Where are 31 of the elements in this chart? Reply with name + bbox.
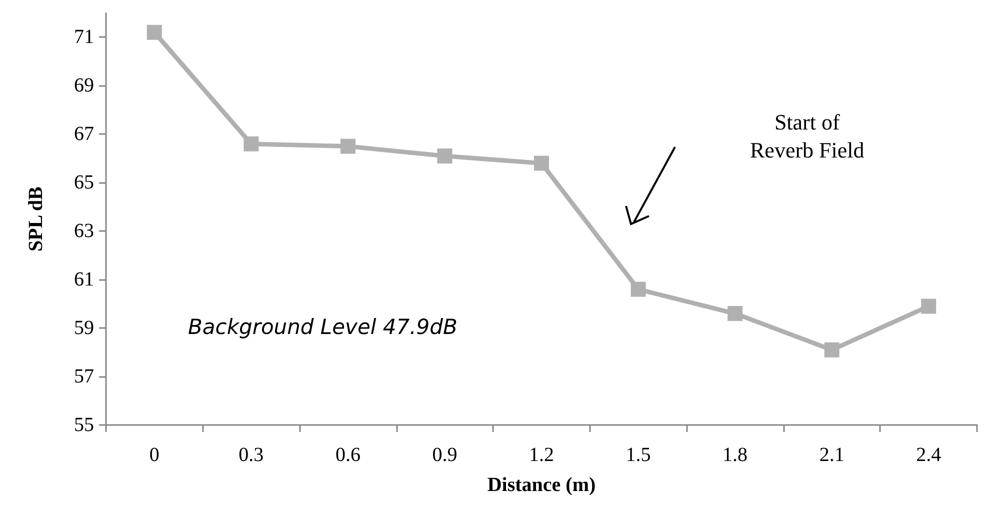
y-tick-label: 61 [74, 268, 94, 291]
x-tick-label: 2.1 [819, 444, 844, 466]
y-tick-label: 63 [74, 220, 94, 242]
x-tick-label: 0.6 [335, 444, 360, 466]
y-tick-label: 69 [74, 74, 94, 97]
x-tick-label: 0.9 [432, 444, 458, 466]
x-tick-label: 0 [149, 444, 160, 466]
point [534, 156, 549, 171]
annotation: Background Level 47.9dB [188, 315, 458, 339]
y-axis-title: SPL dB [25, 186, 47, 252]
annotation: Start of Reverb Field [750, 110, 864, 162]
y-tick-label: 65 [74, 172, 94, 194]
point [437, 148, 452, 164]
x-tick-label: 1.2 [529, 444, 554, 466]
y-tick-label: 57 [74, 366, 94, 388]
y-tick-label: 67 [74, 123, 94, 146]
y-tick-label: 71 [74, 26, 94, 48]
point [728, 306, 743, 322]
point [630, 282, 646, 297]
point [340, 138, 356, 154]
point [921, 298, 936, 314]
x-tick-label: 1.5 [626, 444, 651, 466]
point [244, 136, 259, 152]
point [146, 24, 162, 40]
y-tick-label: 59 [74, 317, 94, 340]
x-axis-title: Distance (m) [487, 474, 596, 496]
point [824, 342, 840, 358]
x-tick-label: 0.3 [238, 444, 264, 466]
y-tick-label: 55 [74, 414, 94, 436]
x-tick-label: 1.8 [722, 444, 748, 466]
x-tick-label: 2.4 [916, 444, 942, 466]
